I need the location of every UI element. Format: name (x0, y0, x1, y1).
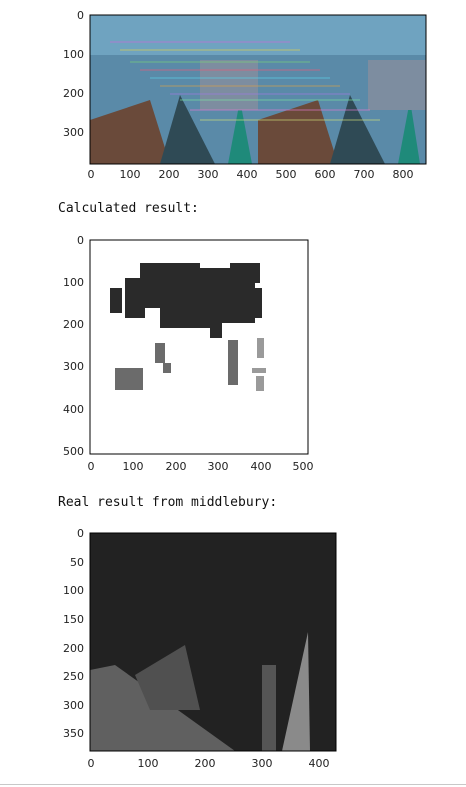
ground-truth-frame (89, 532, 337, 752)
y-tick-label: 100 (63, 276, 84, 289)
x-tick-label: 500 (293, 460, 314, 473)
y-tick-label: 250 (63, 670, 84, 683)
y-tick-label: 200 (63, 87, 84, 100)
x-tick-label: 600 (315, 168, 336, 181)
calculated-result-label: Calculated result: (58, 201, 199, 216)
ground-truth-plot: 0 50 100 150 200 250 300 350 0 100 200 3… (63, 527, 337, 770)
ground-truth-image (90, 533, 336, 751)
y-tick-label: 300 (63, 699, 84, 712)
x-tick-label: 200 (166, 460, 187, 473)
disparity-points-dark (110, 263, 262, 338)
x-tick-label: 100 (123, 460, 144, 473)
matches-plot: 0 100 200 300 0 100 200 300 400 500 600 … (63, 9, 427, 181)
y-tick-label: 400 (63, 403, 84, 416)
x-tick-label: 400 (237, 168, 258, 181)
y-tick-label: 150 (63, 613, 84, 626)
x-tick-label: 100 (120, 168, 141, 181)
y-tick-label: 0 (77, 234, 84, 247)
y-tick-label: 50 (70, 556, 84, 569)
x-tick-label: 300 (198, 168, 219, 181)
x-tick-label: 300 (252, 757, 273, 770)
x-tick-label: 0 (88, 460, 95, 473)
y-tick-label: 350 (63, 727, 84, 740)
x-tick-label: 0 (88, 168, 95, 181)
y-tick-label: 200 (63, 318, 84, 331)
matches-image (90, 15, 426, 164)
y-tick-label: 300 (63, 360, 84, 373)
y-tick-label: 500 (63, 445, 84, 458)
x-tick-label: 400 (309, 757, 330, 770)
bottom-divider (0, 784, 466, 785)
x-tick-label: 400 (251, 460, 272, 473)
matches-frame (89, 14, 427, 165)
y-tick-label: 200 (63, 642, 84, 655)
x-tick-label: 300 (208, 460, 229, 473)
x-tick-label: 200 (195, 757, 216, 770)
y-tick-label: 0 (77, 9, 84, 22)
disparity-points-mid (115, 340, 238, 390)
y-tick-label: 300 (63, 126, 84, 139)
y-tick-label: 0 (77, 527, 84, 540)
x-tick-label: 100 (138, 757, 159, 770)
x-tick-label: 0 (88, 757, 95, 770)
x-tick-label: 500 (276, 168, 297, 181)
disparity-points-light (252, 338, 266, 391)
x-tick-label: 800 (393, 168, 414, 181)
calculated-disparity-plot: 0 100 200 300 400 500 0 100 200 300 400 … (63, 234, 314, 473)
x-tick-label: 700 (354, 168, 375, 181)
x-tick-label: 200 (159, 168, 180, 181)
real-result-label: Real result from middlebury: (58, 495, 278, 510)
y-tick-label: 100 (63, 48, 84, 61)
y-tick-label: 100 (63, 584, 84, 597)
